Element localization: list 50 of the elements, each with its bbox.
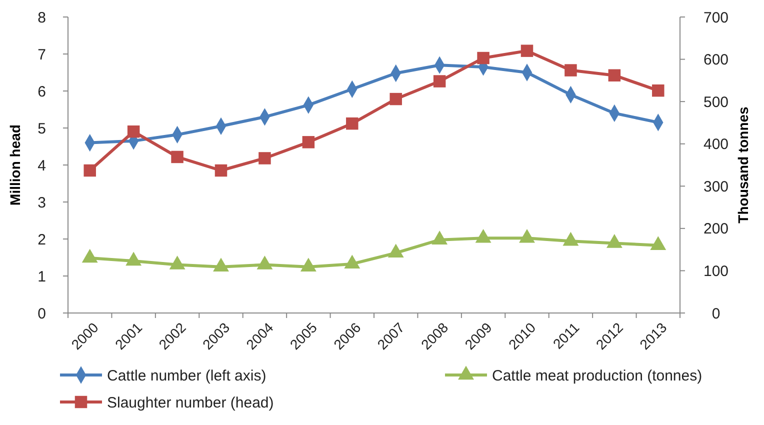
point bbox=[214, 164, 228, 177]
point bbox=[302, 136, 315, 148]
point bbox=[388, 244, 404, 258]
point bbox=[519, 228, 535, 243]
y2-axis-title: Thousand tonnes bbox=[735, 106, 751, 224]
point bbox=[213, 258, 229, 272]
legend-label: Cattle meat production (tonnes) bbox=[492, 367, 702, 384]
y-tick-label: 4 bbox=[38, 157, 46, 174]
y-tick-label: 7 bbox=[38, 46, 46, 64]
point bbox=[562, 232, 579, 246]
y-tick-label: 0 bbox=[38, 305, 46, 322]
y-tick-label: 6 bbox=[38, 83, 46, 100]
y-tick-label: 3 bbox=[38, 194, 46, 212]
point bbox=[606, 234, 622, 248]
point bbox=[475, 228, 492, 243]
point bbox=[390, 92, 402, 106]
point bbox=[650, 236, 666, 250]
point bbox=[520, 44, 534, 57]
y-tick-label: 1 bbox=[38, 268, 46, 286]
point bbox=[258, 152, 271, 164]
point bbox=[169, 256, 186, 270]
point bbox=[300, 258, 316, 272]
y2-tick-label: 500 bbox=[703, 94, 729, 111]
y-axis-title: Million head bbox=[7, 124, 23, 206]
point bbox=[84, 164, 96, 177]
y2-tick-label: 200 bbox=[703, 220, 729, 238]
y-tick-label: 5 bbox=[38, 120, 46, 138]
point bbox=[256, 256, 273, 270]
point bbox=[477, 52, 490, 64]
point bbox=[652, 84, 664, 97]
point bbox=[127, 125, 140, 138]
point bbox=[346, 117, 358, 130]
legend-label: Slaughter number (head) bbox=[107, 394, 274, 412]
y2-tick-label: 300 bbox=[703, 178, 729, 196]
point bbox=[82, 248, 98, 263]
y-tick-label: 8 bbox=[38, 9, 46, 26]
y-tick-label: 2 bbox=[38, 231, 46, 248]
y2-tick-label: 400 bbox=[703, 136, 729, 154]
y2-tick-label: 100 bbox=[703, 262, 729, 280]
point bbox=[608, 69, 621, 82]
point bbox=[126, 252, 142, 266]
legend-label: Cattle number (left axis) bbox=[107, 367, 266, 384]
point bbox=[171, 150, 184, 164]
point bbox=[344, 254, 360, 269]
y2-tick-label: 700 bbox=[703, 9, 729, 26]
y2-tick-label: 0 bbox=[712, 305, 720, 322]
point bbox=[432, 230, 448, 244]
point bbox=[564, 64, 577, 76]
point bbox=[433, 75, 446, 88]
y2-tick-label: 600 bbox=[703, 52, 729, 69]
